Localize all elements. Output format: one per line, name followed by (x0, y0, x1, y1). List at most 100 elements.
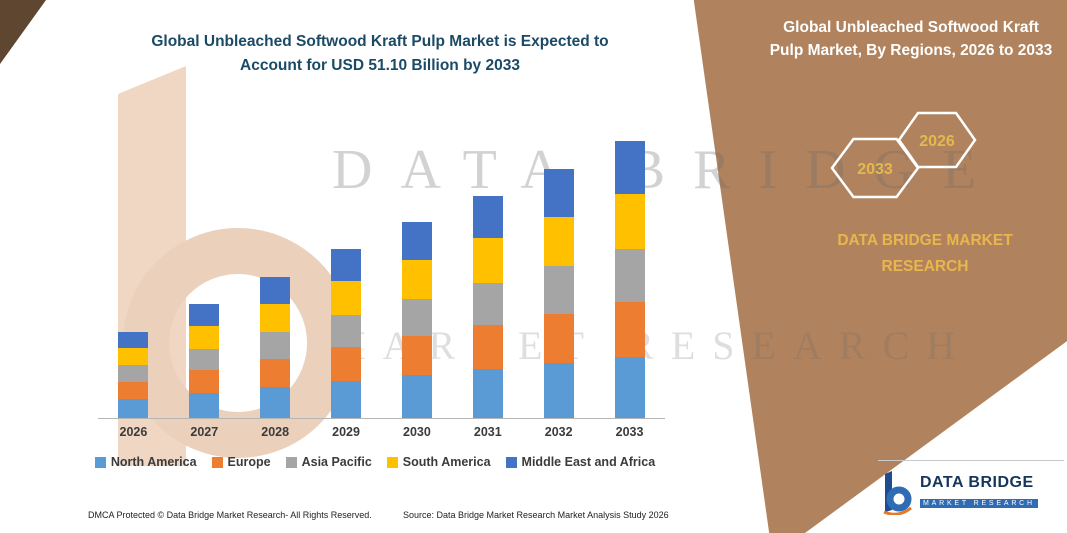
bar-segment-asia-pacific (472, 282, 503, 325)
bar-segment-asia-pacific (543, 266, 574, 314)
bar-segment-europe (118, 381, 149, 399)
bar-segment-europe (401, 336, 432, 376)
bar-segment-south-america (331, 281, 362, 316)
footer-source: Source: Data Bridge Market Research Mark… (403, 510, 669, 520)
bar-segment-north-america (614, 357, 645, 418)
bar-chart: 2026 2027 2028 2029 2030 2031 2032 2033 (98, 120, 665, 439)
legend-label-middle-east-and-africa: Middle East and Africa (521, 455, 656, 469)
legend-label-asia-pacific: Asia Pacific (301, 455, 372, 469)
legend-label-south-america: South America (402, 455, 491, 469)
data-bridge-logo: DATA BRIDGE MARKET RESEARCH (878, 460, 1064, 515)
bar-segment-south-america (543, 216, 574, 267)
legend-swatch-europe (211, 456, 223, 468)
x-axis-label-2026: 2026 (119, 425, 148, 439)
bar-stack (472, 195, 503, 418)
bar-segment-north-america (472, 369, 503, 418)
bar-stack (401, 222, 432, 418)
bar-segment-middle-east-and-africa (401, 222, 432, 260)
bar-stack (331, 248, 362, 418)
footer-dmca: DMCA Protected © Data Bridge Market Rese… (88, 510, 372, 520)
legend-swatch-south-america (386, 456, 398, 468)
legend-swatch-asia-pacific (285, 456, 297, 468)
bar-column-2033 (594, 141, 665, 418)
legend-label-north-america: North America (110, 455, 197, 469)
bar-segment-europe (614, 302, 645, 358)
legend-swatch-north-america (94, 456, 106, 468)
bar-segment-europe (260, 358, 291, 388)
bar-column-2032 (523, 168, 594, 418)
bar-stack (118, 332, 149, 418)
bar-column-2029 (311, 248, 382, 418)
logo-text-block: DATA BRIDGE MARKET RESEARCH (920, 474, 1038, 510)
brand-text: DATA BRIDGE MARKET RESEARCH (775, 228, 1067, 281)
bar-segment-south-america (260, 304, 291, 333)
x-axis-label-2031: 2031 (473, 425, 502, 439)
data-bridge-b-icon (883, 471, 912, 515)
watermark-text-line1: DATA BRIDGE (332, 139, 1005, 201)
bar-segment-middle-east-and-africa (118, 332, 149, 349)
bar-segment-north-america (331, 380, 362, 418)
bar-segment-middle-east-and-africa (331, 248, 362, 282)
bar-segment-europe (543, 313, 574, 364)
corner-triangle-decoration (0, 0, 46, 64)
bar-segment-middle-east-and-africa (189, 303, 220, 326)
bar-segment-south-america (189, 325, 220, 349)
bar-segment-middle-east-and-africa (260, 277, 291, 305)
bar-stack (614, 141, 645, 418)
bar-column-2028 (240, 277, 311, 418)
bar-segment-asia-pacific (118, 365, 149, 382)
plot-area (98, 120, 665, 419)
bar-segment-middle-east-and-africa (614, 141, 645, 195)
bar-segment-north-america (118, 399, 149, 418)
legend-item-south-america: South America (386, 455, 491, 469)
bar-segment-north-america (401, 375, 432, 418)
hexagon-2026-icon (897, 111, 977, 169)
logo-subtitle: MARKET RESEARCH (920, 499, 1038, 508)
chart-title: Global Unbleached Softwood Kraft Pulp Ma… (110, 30, 650, 78)
bar-segment-asia-pacific (401, 298, 432, 337)
bar-segment-north-america (189, 393, 220, 418)
x-axis-label-2030: 2030 (403, 425, 431, 439)
legend-item-europe: Europe (211, 455, 271, 469)
bar-column-2027 (169, 303, 240, 418)
bar-stack (260, 277, 291, 418)
year-badges: 2033 2026 (830, 111, 977, 199)
bar-segment-europe (331, 347, 362, 381)
x-axis-label-2027: 2027 (190, 425, 219, 439)
bar-column-2030 (382, 222, 453, 418)
bar-segment-europe (189, 370, 220, 394)
legend-label-europe: Europe (227, 455, 271, 469)
x-axis-label-2033: 2033 (615, 425, 644, 439)
badge-2026-label: 2026 (919, 133, 955, 150)
bar-segment-asia-pacific (614, 249, 645, 303)
bar-segment-north-america (543, 363, 574, 418)
bar-segment-south-america (118, 348, 149, 366)
x-axis-label-2032: 2032 (544, 425, 573, 439)
chart-title-line2: Account for USD 51.10 Billion by 2033 (240, 57, 520, 75)
bar-segment-asia-pacific (189, 348, 220, 371)
brand-line1: DATA BRIDGE MARKET (837, 232, 1013, 249)
bar-stack (543, 168, 574, 418)
hexagon-2033-icon (830, 137, 920, 199)
bar-segment-south-america (614, 194, 645, 250)
bar-segment-europe (472, 324, 503, 370)
x-axis-label-2029: 2029 (332, 425, 360, 439)
x-axis-label-2028: 2028 (261, 425, 290, 439)
bar-segment-north-america (260, 387, 291, 418)
legend: North America Europe Asia Pacific South Ame… (85, 455, 665, 469)
legend-item-asia-pacific: Asia Pacific (285, 455, 372, 469)
brand-line2: RESEARCH (881, 258, 969, 276)
bar-column-2031 (452, 195, 523, 418)
badge-2033-label: 2033 (857, 161, 893, 178)
chart-title-line1: Global Unbleached Softwood Kraft Pulp Ma… (151, 33, 609, 50)
bar-stack (189, 303, 220, 418)
legend-item-middle-east-and-africa: Middle East and Africa (505, 455, 656, 469)
logo-name: DATA BRIDGE (920, 474, 1034, 491)
bar-segment-middle-east-and-africa (472, 195, 503, 239)
x-axis-labels: 2026 2027 2028 2029 2030 2031 2032 2033 (98, 425, 665, 439)
legend-swatch-middle-east-and-africa (505, 456, 517, 468)
legend-item-north-america: North America (94, 455, 197, 469)
bar-segment-south-america (401, 259, 432, 299)
bar-segment-asia-pacific (260, 332, 291, 359)
bar-column-2026 (98, 332, 169, 418)
